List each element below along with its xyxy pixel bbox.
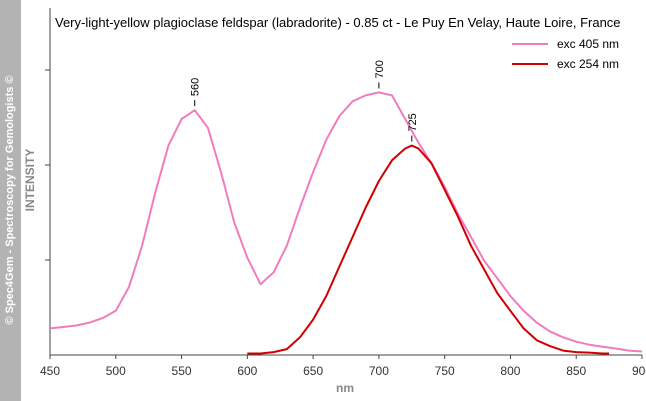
x-tick-label-500: 500 xyxy=(106,364,126,378)
peak-label-700: 700 xyxy=(374,60,386,78)
chart-title: Very-light-yellow plagioclase feldspar (… xyxy=(55,15,621,30)
legend-label-0: exc 405 nm xyxy=(557,37,619,51)
plot-area: 450 500 550 600 650 700 750 800 850 900 560 700 725 e… xyxy=(40,8,646,378)
y-axis-title: INTENSITY xyxy=(23,149,37,212)
x-tick-label-450: 450 xyxy=(40,364,60,378)
x-tick-label-600: 600 xyxy=(237,364,257,378)
x-tick-label-700: 700 xyxy=(369,364,389,378)
x-axis-title: nm xyxy=(336,381,354,395)
legend-label-1: exc 254 nm xyxy=(557,57,619,71)
x-tick-label-750: 750 xyxy=(435,364,455,378)
peak-label-560: 560 xyxy=(190,78,202,96)
x-tick-label-900: 900 xyxy=(632,364,646,378)
x-tick-label-800: 800 xyxy=(500,364,520,378)
series-line-1 xyxy=(247,144,610,355)
x-tick-label-850: 850 xyxy=(566,364,586,378)
series-line-0 xyxy=(49,91,643,353)
peak-label-725: 725 xyxy=(407,113,419,131)
x-tick-label-650: 650 xyxy=(303,364,323,378)
watermark-strip: © Spec4Gem - Spectroscopy for Gemologist… xyxy=(0,0,21,401)
x-tick-label-550: 550 xyxy=(172,364,192,378)
